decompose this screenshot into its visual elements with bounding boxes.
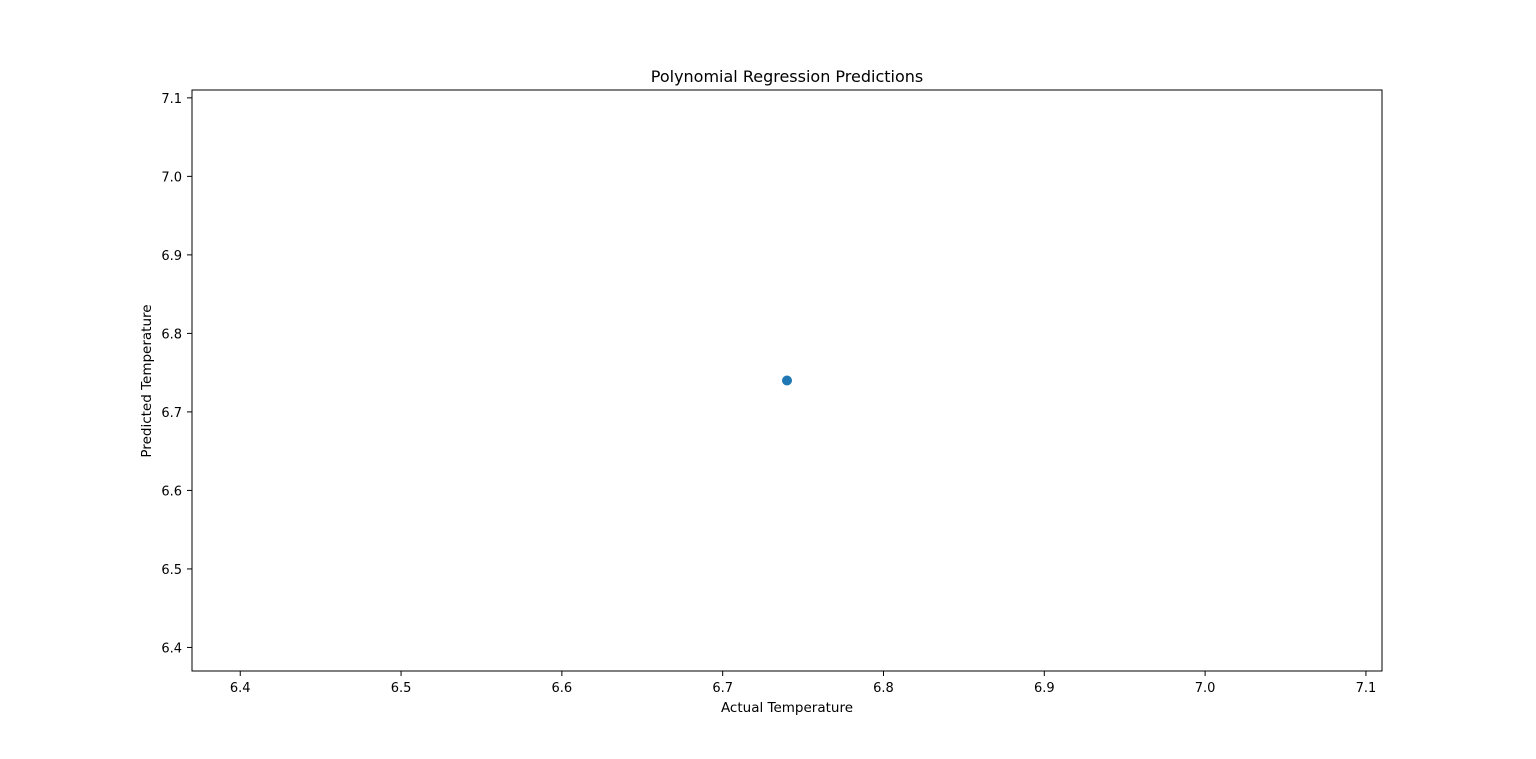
x-tick-label: 6.4 [230,681,251,696]
x-axis-ticks: 6.4 6.5 6.6 6.7 6.8 6.9 7.0 7.1 [230,671,1376,696]
y-tick-label: 6.6 [161,484,182,499]
x-axis-label: Actual Temperature [721,700,853,716]
y-tick-label: 7.0 [161,170,182,185]
scatter-point [782,375,792,386]
x-tick-label: 6.5 [391,681,412,696]
chart-title: Polynomial Regression Predictions [651,67,924,86]
y-tick-label: 6.7 [161,406,182,421]
y-axis-ticks: 6.4 6.5 6.6 6.7 6.8 6.9 7.0 7.1 [161,92,192,656]
y-tick-label: 6.9 [161,249,182,264]
x-tick-label: 6.6 [552,681,573,696]
x-tick-label: 6.7 [712,681,733,696]
y-tick-label: 6.5 [161,563,182,578]
data-points [782,375,792,386]
x-tick-label: 7.1 [1356,681,1377,696]
x-tick-label: 7.0 [1195,681,1216,696]
y-tick-label: 7.1 [161,92,182,107]
x-tick-label: 6.8 [873,681,894,696]
y-axis-label: Predicted Temperature [139,304,155,457]
x-tick-label: 6.9 [1034,681,1055,696]
plot-frame [191,89,1383,672]
y-tick-label: 6.4 [161,641,182,656]
y-tick-label: 6.8 [161,327,182,342]
